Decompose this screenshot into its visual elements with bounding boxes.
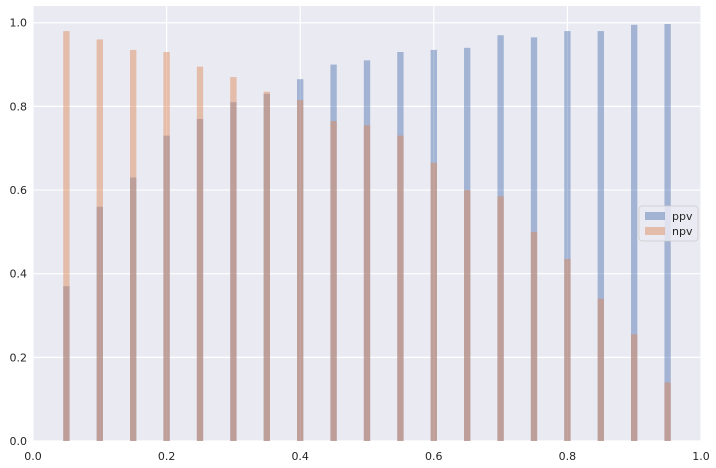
- x-tick-label: 0.0: [24, 450, 42, 463]
- bar-ppv: [230, 102, 237, 442]
- bar-ppv: [297, 79, 304, 441]
- legend-label-ppv: ppv: [672, 210, 693, 223]
- bar-ppv: [63, 286, 70, 441]
- bar-npv: [430, 162, 437, 442]
- bar-npv: [397, 135, 404, 442]
- x-tick-label: 0.2: [158, 450, 176, 463]
- bar-ppv: [497, 35, 504, 442]
- bar-npv: [330, 121, 337, 441]
- bar-ppv: [430, 49, 437, 441]
- bar-npv: [464, 190, 471, 441]
- bar-ppv: [163, 135, 170, 442]
- x-tick-label: 1.0: [692, 450, 710, 463]
- y-tick-label: 0.6: [10, 184, 28, 197]
- bar-ppv: [330, 64, 337, 442]
- bar-ppv: [196, 118, 204, 442]
- bar-npv: [497, 196, 504, 441]
- bar-ppv: [564, 31, 571, 441]
- bar-npv: [196, 66, 204, 441]
- bar-ppv: [363, 60, 371, 441]
- bar-npv: [230, 77, 237, 441]
- legend-swatch-ppv: [645, 212, 665, 220]
- bar-ppv: [96, 206, 103, 441]
- bar-npv: [664, 382, 671, 441]
- bar-npv: [597, 298, 604, 441]
- legend-swatch-npv: [645, 227, 665, 235]
- bar-ppv: [130, 177, 137, 441]
- bar-ppv: [597, 31, 604, 441]
- bar-npv: [631, 334, 638, 441]
- npv-series: [63, 31, 671, 442]
- y-tick-label: 0.0: [10, 435, 28, 448]
- bar-ppv: [530, 37, 538, 442]
- bar-ppv: [263, 93, 270, 441]
- y-tick-label: 0.2: [10, 351, 28, 364]
- bar-npv: [564, 259, 571, 441]
- bar-npv: [263, 91, 270, 442]
- bar-npv: [363, 125, 371, 442]
- bar-npv: [96, 39, 103, 441]
- y-tick-label: 0.8: [10, 100, 28, 113]
- x-tick-label: 0.8: [559, 450, 577, 463]
- x-tick-label: 0.6: [425, 450, 443, 463]
- bar-npv: [297, 100, 304, 441]
- bar-ppv: [464, 47, 471, 441]
- bar-ppv: [631, 24, 638, 442]
- y-axis-ticks: 0.0 0.2 0.4 0.6 0.8 1.0: [10, 17, 28, 448]
- bar-ppv: [397, 52, 404, 442]
- legend-box: [638, 205, 699, 242]
- x-tick-label: 0.4: [291, 450, 309, 463]
- bar-npv: [530, 231, 538, 441]
- bar-npv: [63, 31, 70, 441]
- legend: ppv npv: [638, 205, 699, 242]
- legend-label-npv: npv: [672, 225, 693, 238]
- y-tick-label: 0.4: [10, 268, 28, 281]
- x-axis-ticks: 0.0 0.2 0.4 0.6 0.8 1.0: [24, 450, 710, 463]
- plot-background: [33, 6, 701, 441]
- bar-npv: [130, 49, 137, 441]
- y-tick-label: 1.0: [10, 17, 28, 30]
- bar-npv: [163, 52, 170, 442]
- grid-lines: [32, 6, 702, 442]
